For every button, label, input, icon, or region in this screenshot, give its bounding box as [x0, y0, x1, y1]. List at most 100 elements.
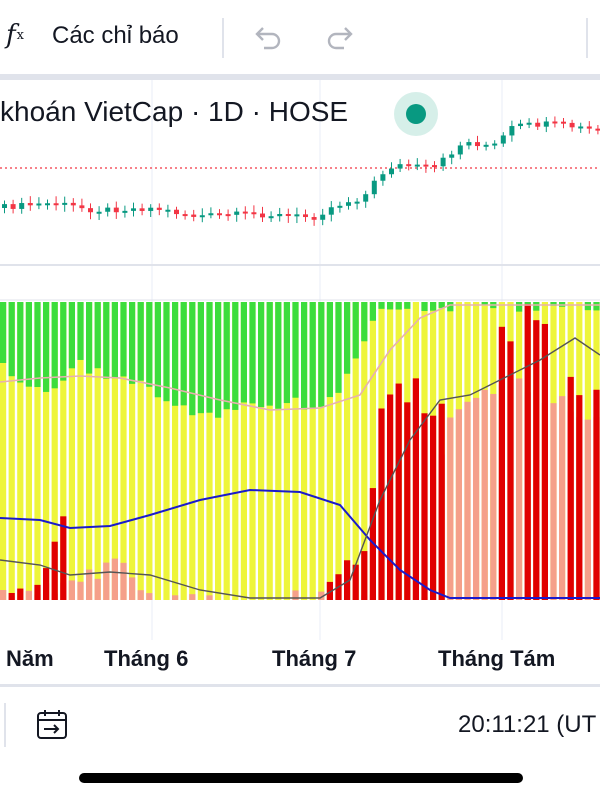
indicator-bar: [292, 302, 299, 398]
indicator-bar: [584, 419, 591, 600]
candle-body: [492, 143, 498, 146]
candle-body: [122, 210, 128, 213]
indicator-bar: [206, 302, 213, 413]
candle-body: [36, 203, 42, 206]
candle-body: [62, 202, 68, 205]
indicator-bar: [163, 302, 170, 600]
indicator-bar: [103, 302, 110, 379]
indicator-bar: [77, 581, 84, 600]
candle-body: [225, 214, 231, 217]
indicator-bar: [352, 564, 359, 600]
indicator-bar: [86, 302, 93, 374]
indicator-bar: [481, 389, 488, 600]
home-indicator: [79, 773, 523, 783]
indicator-bar: [240, 302, 247, 600]
indicator-bar: [318, 591, 325, 600]
indicator-bar: [344, 302, 351, 600]
candle-body: [96, 211, 102, 214]
candle-body: [156, 207, 162, 210]
market-status-indicator[interactable]: [394, 92, 438, 136]
indicator-bar: [137, 302, 144, 381]
indicator-bar: [111, 558, 118, 600]
candle-body: [509, 126, 515, 136]
indicator-bar: [344, 560, 351, 600]
indicator-bar: [17, 302, 24, 383]
indicator-bar: [275, 302, 282, 409]
bottom-divider: [4, 703, 6, 747]
symbol-legend[interactable]: khoán VietCap · 1D · HOSE: [0, 96, 349, 127]
candle-body: [268, 216, 274, 219]
candle-body: [70, 202, 76, 206]
indicator-bar: [51, 302, 58, 389]
indicator-bar: [361, 302, 368, 342]
indicator-bar: [8, 302, 15, 600]
indicator-bar: [369, 302, 376, 321]
indicator-bar: [387, 394, 394, 600]
indicator-bar: [258, 302, 265, 600]
indicator-bar: [249, 302, 256, 404]
indicator-bar: [120, 302, 127, 377]
indicator-bar: [206, 595, 213, 600]
date-range-icon[interactable]: [34, 708, 70, 742]
candle-body: [45, 203, 50, 206]
indicator-bar: [137, 302, 144, 600]
indicator-bar: [180, 302, 187, 600]
indicator-bar: [34, 584, 41, 600]
time-clock: 20:11:21 (UT: [458, 711, 597, 738]
indicator-bar: [249, 302, 256, 600]
candle-body: [53, 203, 59, 206]
candle-body: [277, 214, 283, 217]
undo-icon[interactable]: [250, 22, 282, 52]
indicator-bar: [507, 341, 514, 600]
candle-body: [337, 205, 343, 208]
candle-body: [320, 214, 326, 220]
indicator-bar: [146, 593, 153, 600]
indicator-bar: [25, 302, 32, 387]
indicator-bar: [430, 302, 437, 311]
chart-canvas[interactable]: [0, 80, 600, 685]
candle-body: [586, 126, 592, 129]
candle-body: [234, 211, 240, 215]
indicator-bar: [318, 302, 325, 407]
toolbar-divider: [586, 18, 588, 58]
indicator-bar: [0, 302, 7, 600]
candle-body: [10, 204, 16, 209]
indicator-bar: [404, 402, 411, 600]
indicator-bar: [94, 578, 101, 600]
indicator-bar: [77, 302, 84, 360]
candle-body: [561, 121, 566, 124]
indicator-bar: [60, 302, 67, 600]
candle-body: [174, 209, 179, 215]
candle-body: [552, 121, 558, 124]
indicator-bar: [464, 401, 471, 600]
candle-body: [500, 135, 506, 144]
redo-icon[interactable]: [326, 22, 358, 52]
candle-body: [285, 214, 291, 217]
candle-body: [354, 201, 360, 204]
indicator-bar: [232, 302, 239, 410]
candle-body: [19, 203, 25, 209]
indicator-bar: [77, 302, 84, 600]
candle-body: [432, 165, 437, 168]
indicator-bar: [584, 302, 591, 311]
indicator-bar: [283, 302, 290, 404]
indicator-bar: [550, 302, 557, 306]
candle-body: [578, 126, 584, 129]
indicator-bar: [593, 302, 600, 311]
indicator-bar: [352, 302, 359, 359]
indicator-bar: [309, 302, 316, 600]
x-label-thang-tam: Tháng Tám: [438, 646, 556, 671]
indicator-bar: [94, 302, 101, 369]
indicator-bar: [447, 417, 454, 600]
indicator-bar: [387, 302, 394, 310]
indicator-bar: [490, 393, 497, 600]
indicators-button[interactable]: Các chỉ báo: [52, 22, 179, 49]
candle-body: [165, 209, 171, 212]
indicator-bar: [412, 378, 419, 600]
indicator-bar: [137, 590, 144, 600]
indicator-light-line: [0, 304, 600, 411]
candle-body: [346, 202, 351, 206]
indicator-bar: [421, 302, 428, 312]
